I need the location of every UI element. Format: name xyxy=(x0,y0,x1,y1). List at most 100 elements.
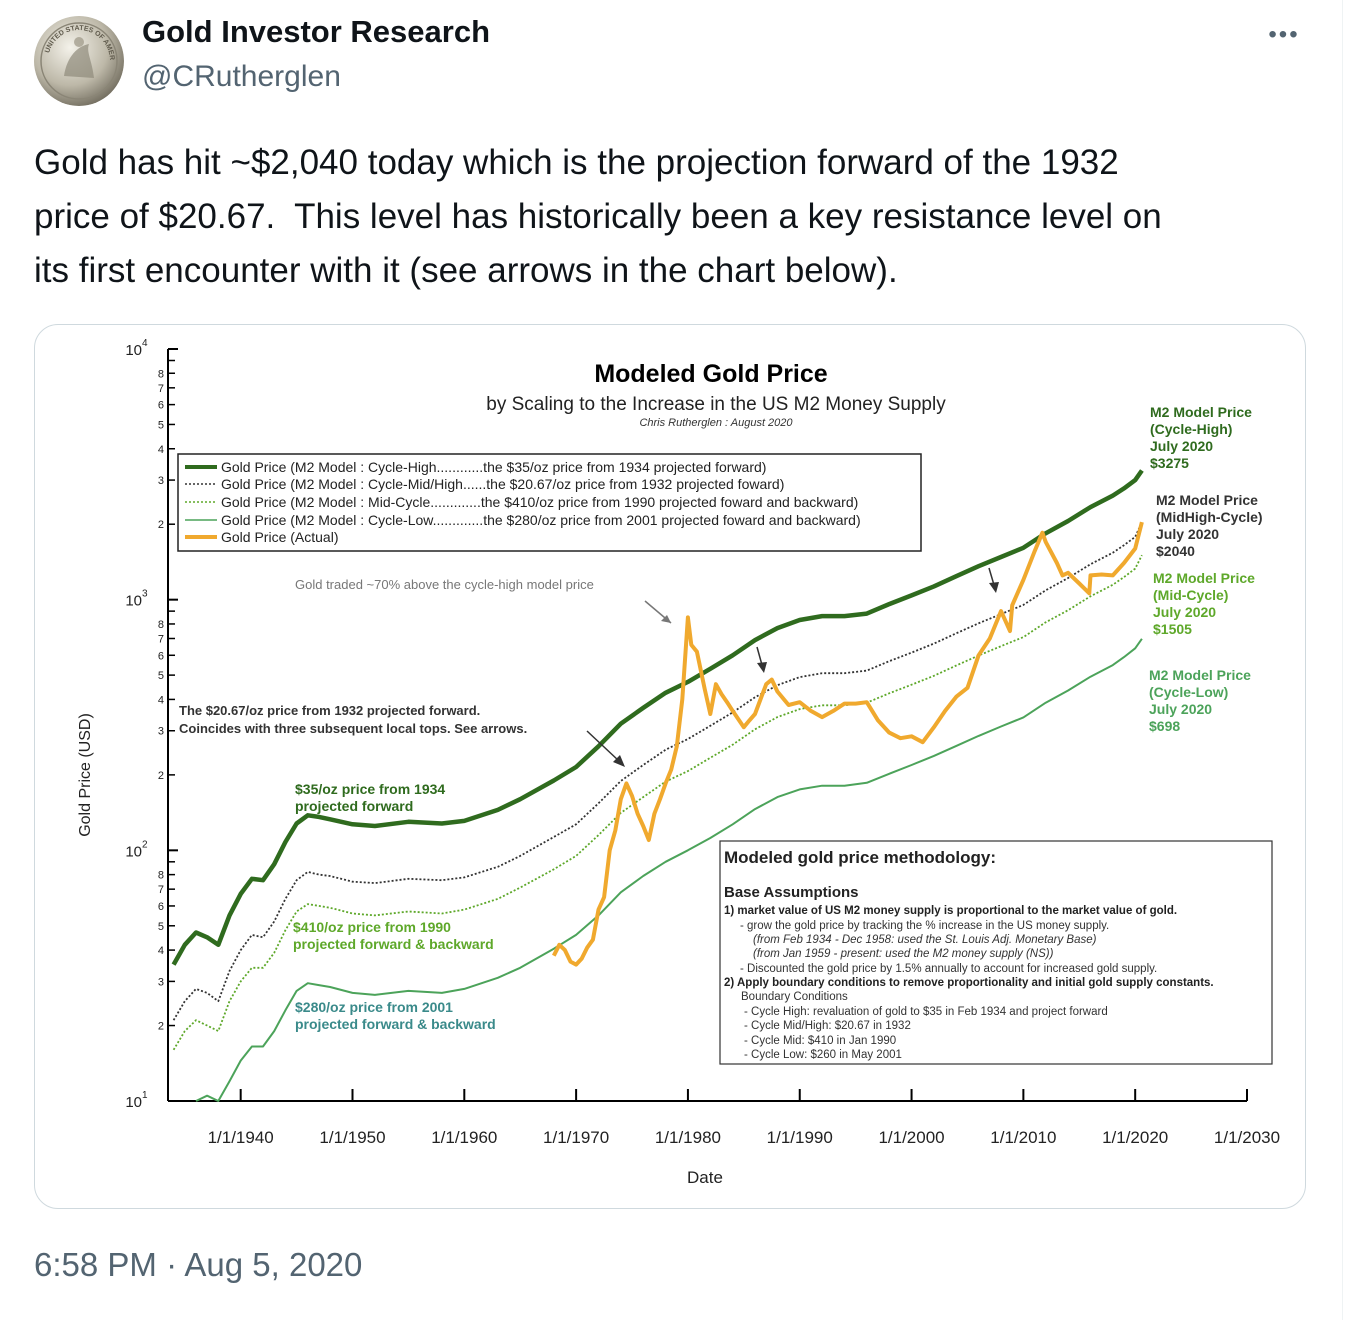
coin-icon: UNITED STATES OF AMERICA xyxy=(34,16,124,106)
methodology-line-7: Boundary Conditions xyxy=(741,991,848,1003)
timeline-border xyxy=(1342,0,1343,1320)
label-cycle-low-l3: July 2020 xyxy=(1149,701,1212,717)
x-tick-label: 1/1/2010 xyxy=(990,1128,1056,1147)
y-minor-label: 2 xyxy=(158,770,164,782)
methodology-title: Modeled gold price methodology: xyxy=(724,848,996,867)
y-tick-exponent: 1 xyxy=(142,1090,148,1101)
author-name[interactable]: Gold Investor Research xyxy=(142,14,491,49)
label-cycle-low-l1: M2 Model Price xyxy=(1149,667,1251,683)
author-handle[interactable]: @CRutherglen xyxy=(142,60,341,93)
label-mid-high-l1: M2 Model Price xyxy=(1156,492,1258,508)
label-mid-high-l2: (MidHigh-Cycle) xyxy=(1156,509,1263,525)
more-options-icon[interactable]: ••• xyxy=(1268,21,1300,48)
annotation-1932-line2: Coincides with three subsequent local to… xyxy=(179,721,527,736)
methodology-frame xyxy=(719,840,1273,1065)
y-tick-label: 10 xyxy=(125,342,142,359)
methodology-box: Modeled gold price methodology: Base Ass… xyxy=(719,840,1273,1065)
label-mid-high-l4: $2040 xyxy=(1156,543,1195,559)
series-cycle-high xyxy=(171,469,1144,966)
methodology-line-8: - Cycle High: revaluation of gold to $35… xyxy=(744,1006,1108,1018)
arrowhead-1932-top1 xyxy=(613,755,625,767)
chart-credit: Chris Rutherglen : August 2020 xyxy=(639,417,793,429)
arrow-1932-top3 xyxy=(988,567,995,586)
x-axis-label: Date xyxy=(687,1168,723,1187)
author-avatar[interactable]: UNITED STATES OF AMERICA xyxy=(34,16,124,106)
legend-entry-cycle-low: Gold Price (M2 Model : Cycle-Low........… xyxy=(221,512,861,528)
x-tick-label: 1/1/2000 xyxy=(878,1128,944,1147)
legend-entry-cycle-high: Gold Price (M2 Model : Cycle-High.......… xyxy=(221,459,766,475)
label-cycle-low-l2: (Cycle-Low) xyxy=(1149,684,1228,700)
methodology-heading: Base Assumptions xyxy=(724,884,858,901)
label-mid-cycle-l2: (Mid-Cycle) xyxy=(1153,587,1228,603)
arrow-1932-top2 xyxy=(756,646,763,666)
y-tick-label: 10 xyxy=(125,1094,142,1111)
y-minor-label: 4 xyxy=(158,444,164,456)
label-mid-cycle-l3: July 2020 xyxy=(1153,604,1216,620)
legend-entry-mid-high: Gold Price (M2 Model : Cycle-Mid/High...… xyxy=(221,476,784,492)
methodology-line-10: - Cycle Mid: $410 in Jan 1990 xyxy=(744,1035,896,1047)
y-minor-label: 8 xyxy=(158,619,164,631)
arrow-1932-top1 xyxy=(586,730,620,762)
arrowhead-1932-top3 xyxy=(989,582,999,593)
y-minor-label: 2 xyxy=(158,519,164,531)
methodology-line-3: (from Feb 1934 - Dec 1958: used the St. … xyxy=(753,934,1097,946)
tweet-timestamp[interactable]: 6:58 PM · Aug 5, 2020 xyxy=(34,1246,363,1283)
chart-title: Modeled Gold Price xyxy=(594,360,827,388)
legend-entry-mid-cycle: Gold Price (M2 Model : Mid-Cycle........… xyxy=(221,494,858,510)
label-mid-cycle-l4: $1505 xyxy=(1153,621,1192,637)
y-minor-label: 4 xyxy=(158,945,164,957)
label-cycle-low-l4: $698 xyxy=(1149,718,1180,734)
x-tick-label: 1/1/2030 xyxy=(1214,1128,1280,1147)
x-tick-label: 1/1/1980 xyxy=(655,1128,721,1147)
label-cycle-high-l1: M2 Model Price xyxy=(1150,404,1252,420)
y-minor-label: 5 xyxy=(158,921,164,933)
methodology-line-4: (from Jan 1959 - present: used the M2 mo… xyxy=(753,948,1054,960)
legend-entry-actual: Gold Price (Actual) xyxy=(221,529,338,545)
methodology-line-6: 2) Apply boundary conditions to remove p… xyxy=(724,977,1214,989)
y-tick-exponent: 3 xyxy=(142,589,148,600)
annotation-410-line2: projected forward & backward xyxy=(293,936,494,952)
y-minor-label: 4 xyxy=(158,694,164,706)
y-minor-label: 6 xyxy=(158,650,164,662)
annotation-gold-traded: Gold traded ~70% above the cycle-high mo… xyxy=(295,577,594,592)
arrowhead-1932-top2 xyxy=(757,662,767,673)
x-tick-label: 1/1/1970 xyxy=(543,1128,609,1147)
x-tick-label: 1/1/2020 xyxy=(1102,1128,1168,1147)
y-axis-label: Gold Price (USD) xyxy=(77,713,94,837)
y-minor-label: 7 xyxy=(158,633,164,645)
annotation-280-line1: $280/oz price from 2001 xyxy=(295,999,453,1015)
y-minor-label: 6 xyxy=(158,400,164,412)
series-mid-cycle xyxy=(172,554,1143,1051)
right-price-labels: M2 Model Price (Cycle-High) July 2020 $3… xyxy=(1149,404,1263,734)
chart-series xyxy=(171,469,1144,1102)
y-minor-label: 2 xyxy=(158,1021,164,1033)
y-tick-label: 10 xyxy=(125,843,142,860)
label-cycle-high-l4: $3275 xyxy=(1150,455,1189,471)
y-minor-label: 8 xyxy=(158,368,164,380)
chart-legend: Gold Price (M2 Model : Cycle-High.......… xyxy=(177,453,922,552)
label-mid-cycle-l1: M2 Model Price xyxy=(1153,570,1255,586)
y-tick-exponent: 2 xyxy=(142,839,148,850)
y-minor-label: 6 xyxy=(158,901,164,913)
label-cycle-high-l3: July 2020 xyxy=(1150,438,1213,454)
series-actual xyxy=(552,521,1144,967)
y-minor-label: 5 xyxy=(158,419,164,431)
x-tick-label: 1/1/1950 xyxy=(319,1128,385,1147)
y-minor-label: 8 xyxy=(158,870,164,882)
tweet-text: Gold has hit ~$2,040 today which is the … xyxy=(34,143,1162,290)
annotation-35-line1: $35/oz price from 1934 xyxy=(295,781,445,797)
methodology-line-11: - Cycle Low: $260 in May 2001 xyxy=(744,1049,902,1061)
x-tick-label: 1/1/1940 xyxy=(208,1128,274,1147)
chart-subtitle: by Scaling to the Increase in the US M2 … xyxy=(486,394,946,415)
series-cycle-low xyxy=(195,638,1143,1102)
chart-annotations: Gold traded ~70% above the cycle-high mo… xyxy=(179,567,999,1032)
tweet-media-image[interactable]: 10 1 2 3 4 5 6 7 8 10 2 2 3 4 5 6 7 8 10 3 2 3 4 5 6 7 8 10 4 1/1/194… xyxy=(34,324,1306,1209)
methodology-line-5: - Discounted the gold price by 1.5% annu… xyxy=(740,963,1157,975)
annotation-410-line1: $410/oz price from 1990 xyxy=(293,919,451,935)
y-minor-label: 3 xyxy=(158,976,164,988)
arrowhead-gold-traded xyxy=(661,615,671,623)
x-tick-label: 1/1/1990 xyxy=(767,1128,833,1147)
y-minor-label: 5 xyxy=(158,670,164,682)
annotation-35-line2: projected forward xyxy=(295,798,413,814)
